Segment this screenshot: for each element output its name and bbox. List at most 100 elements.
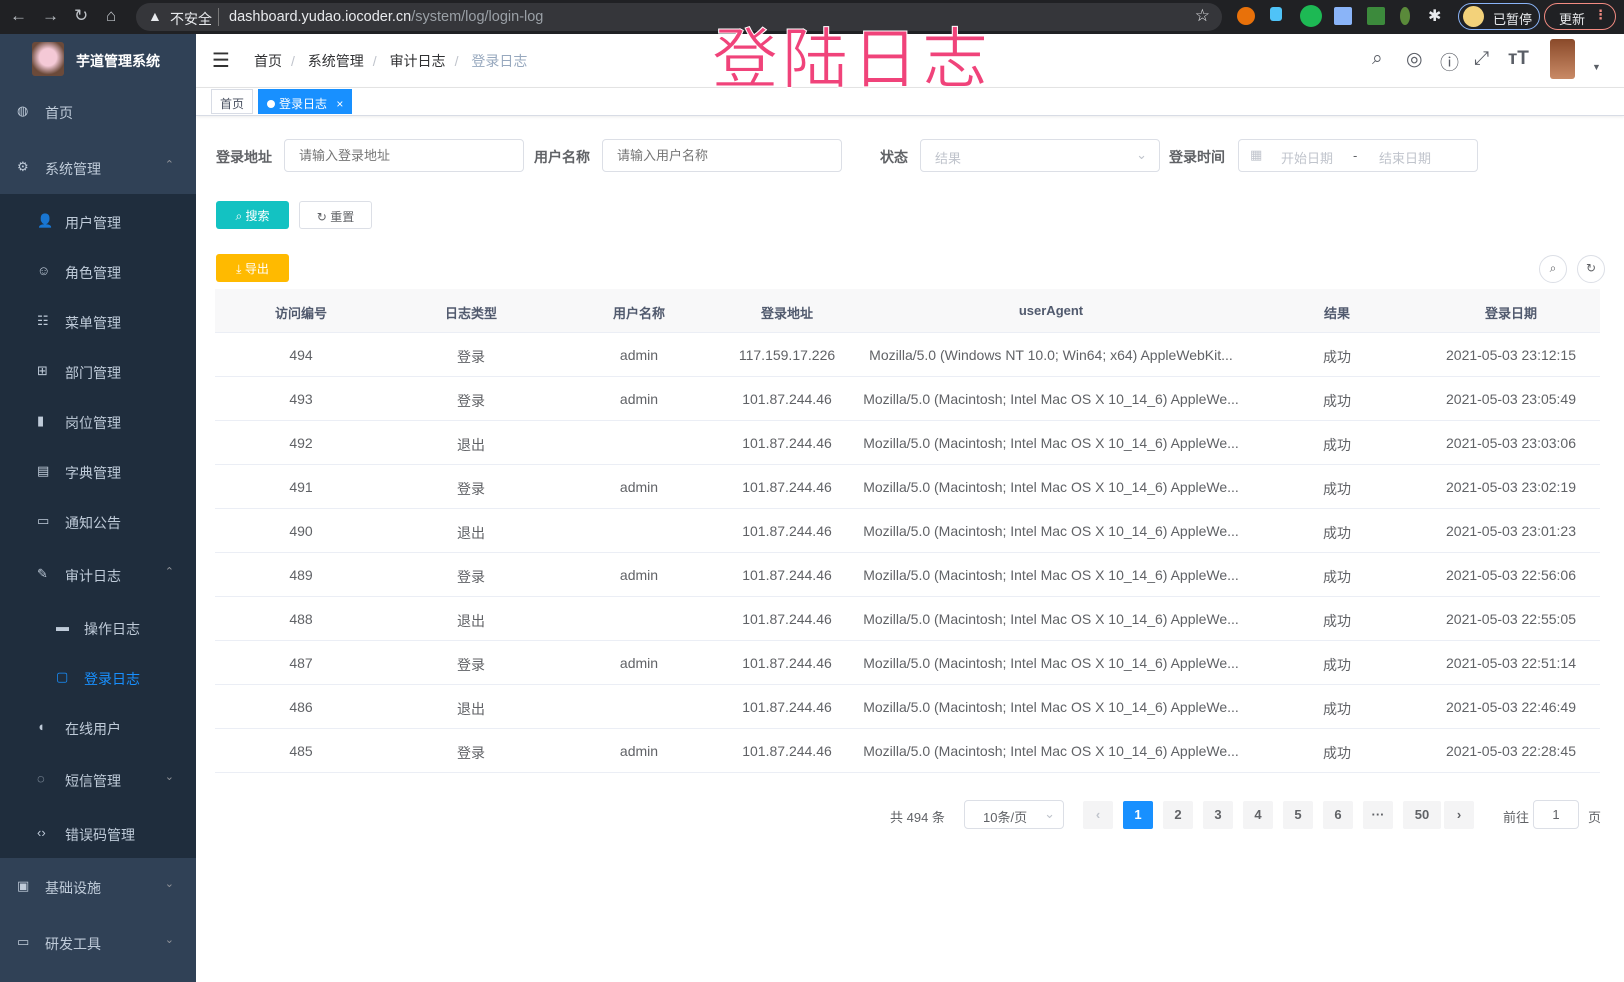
sidebar-item-2[interactable]: 👤 用户管理 <box>0 197 196 247</box>
toggle-search-icon[interactable]: ⌕ <box>1539 255 1567 283</box>
goto-page-input[interactable] <box>1533 800 1579 829</box>
table-cell: 2021-05-03 23:01:23 <box>1446 523 1576 539</box>
export-button[interactable]: ⤓ 导出 <box>216 254 289 282</box>
more-pages-button[interactable]: ··· <box>1363 801 1393 829</box>
sidebar-item-7[interactable]: ▤ 字典管理 <box>0 447 196 497</box>
search-button[interactable]: ⌕ 搜索 <box>216 201 289 229</box>
close-icon[interactable]: × <box>336 97 344 111</box>
sidebar-item-1[interactable]: ⚙ 系统管理 ⌃ <box>0 143 196 193</box>
sidebar-item-16[interactable]: ▭ 研发工具 ⌄ <box>0 918 196 968</box>
user-avatar[interactable] <box>1550 39 1575 79</box>
sidebar-item-10[interactable]: ▬ 操作日志 <box>0 603 196 653</box>
breadcrumb-item[interactable]: 系统管理 <box>307 53 364 69</box>
caret-down-icon[interactable]: ▼ <box>1592 62 1601 72</box>
diamond-extension-icon[interactable] <box>1270 7 1282 21</box>
start-date-input[interactable]: 开始日期 <box>1281 151 1334 166</box>
breadcrumb-item[interactable]: 首页 <box>254 53 282 69</box>
sidebar-item-13[interactable]: ◌ 短信管理 ⌄ <box>0 755 196 805</box>
prev-page-button[interactable]: ‹ <box>1083 801 1113 829</box>
table-cell: 成功 <box>1323 481 1351 497</box>
on-extension-icon[interactable] <box>1367 7 1385 25</box>
table-cell: admin <box>619 479 659 495</box>
table-cell: 101.87.244.46 <box>742 391 832 407</box>
sidebar-item-8[interactable]: ▭ 通知公告 <box>0 497 196 547</box>
sidebar-item-3[interactable]: ☺ 角色管理 <box>0 247 196 297</box>
help-icon[interactable]: ⓘ <box>1440 53 1460 74</box>
sidebar-item-label: 研发工具 <box>45 936 101 952</box>
sidebar-item-11[interactable]: ▢ 登录日志 <box>0 653 196 703</box>
table-cell: 493 <box>289 391 313 407</box>
url-text[interactable]: dashboard.yudao.iocoder.cn/system/log/lo… <box>229 9 543 25</box>
home-icon[interactable]: ⌂ <box>106 6 117 25</box>
leaf-extension-icon[interactable] <box>1400 7 1410 25</box>
back-icon[interactable]: ← <box>10 6 27 25</box>
sidebar-item-5[interactable]: ⊞ 部门管理 <box>0 347 196 397</box>
tree-icon: ⊞ <box>37 363 48 378</box>
table-row: 485 登录 admin 101.87.244.46 Mozilla/5.0 (Maci… <box>215 729 1600 773</box>
table-cell: admin <box>619 743 659 759</box>
table-cell: 101.87.244.46 <box>742 699 832 715</box>
sidebar-item-label: 基础设施 <box>45 880 101 896</box>
extension-icon[interactable] <box>1237 7 1255 25</box>
breadcrumb-item[interactable]: 审计日志 <box>389 53 446 69</box>
page-button[interactable]: 2 <box>1163 801 1193 829</box>
table-cell: 登录 <box>457 569 485 585</box>
sidebar-item-14[interactable]: ‹› 错误码管理 <box>0 809 196 859</box>
table-cell: 490 <box>289 523 313 539</box>
date-range-picker[interactable]: ▦ 开始日期 - 结束日期 <box>1238 139 1478 172</box>
table-cell: Mozilla/5.0 (Macintosh; Intel Mac OS X 1… <box>863 699 1239 715</box>
page-button[interactable]: 3 <box>1203 801 1233 829</box>
page-button[interactable]: 6 <box>1323 801 1353 829</box>
update-label: 更新 <box>1559 12 1586 27</box>
bookmark-star-icon[interactable]: ☆ <box>1194 6 1210 25</box>
address-bar[interactable]: ▲ 不安全 dashboard.yudao.iocoder.cn/system/… <box>136 3 1222 31</box>
page-button[interactable]: 50 <box>1403 801 1441 829</box>
table-cell: 成功 <box>1323 701 1351 717</box>
page-button[interactable]: 1 <box>1123 801 1153 829</box>
grid-extension-icon[interactable] <box>1334 7 1352 25</box>
sidebar-item-15[interactable]: ▣ 基础设施 ⌄ <box>0 862 196 912</box>
tag-current[interactable]: 登录日志 × <box>258 89 353 114</box>
page-size-select[interactable]: 10条/页 ⌄ <box>964 800 1064 829</box>
table-cell: 退出 <box>457 613 485 629</box>
font-size-icon[interactable]: тT <box>1508 48 1529 69</box>
profile-button[interactable]: 已暂停 <box>1458 3 1540 30</box>
table-cell: Mozilla/5.0 (Windows NT 10.0; Win64; x64… <box>869 347 1233 363</box>
sidebar-item-6[interactable]: ▮ 岗位管理 <box>0 397 196 447</box>
next-page-button[interactable]: › <box>1444 801 1474 829</box>
post-icon: ▮ <box>37 413 45 428</box>
app-title: 芋道管理系统 <box>76 53 160 69</box>
app-logo[interactable]: 芋道管理系统 <box>0 34 196 88</box>
sidebar-item-0[interactable]: ◍ 首页 <box>0 87 196 137</box>
username-input[interactable] <box>602 139 842 172</box>
chevron-down-icon: ⌄ <box>1136 147 1147 162</box>
search-icon[interactable]: ⌕ <box>1372 48 1383 69</box>
puzzle-icon[interactable]: ✱ <box>1428 8 1442 25</box>
tag-home[interactable]: 首页 <box>211 89 254 114</box>
reset-button[interactable]: ↻ 重置 <box>299 201 372 229</box>
fullscreen-icon[interactable]: ⤢ <box>1474 48 1490 69</box>
sidebar-item-9[interactable]: ✎ 审计日志 ⌃ <box>0 550 196 600</box>
table-cell: 成功 <box>1323 349 1351 365</box>
ip-input[interactable] <box>284 139 524 172</box>
sidebar-item-label: 操作日志 <box>84 621 140 637</box>
table-cell: Mozilla/5.0 (Macintosh; Intel Mac OS X 1… <box>863 743 1239 759</box>
end-date-input[interactable]: 结束日期 <box>1379 151 1432 166</box>
update-button[interactable]: 更新 ⋮ <box>1544 3 1616 30</box>
hamburger-icon[interactable]: ☰ <box>212 50 230 72</box>
sidebar-item-4[interactable]: ☷ 菜单管理 <box>0 297 196 347</box>
page-button[interactable]: 5 <box>1283 801 1313 829</box>
dict-icon: ▤ <box>37 463 50 478</box>
status-select[interactable]: 结果 ⌄ <box>920 139 1160 172</box>
sidebar-item-label: 角色管理 <box>65 265 121 281</box>
sidebar-item-12[interactable]: ◖ 在线用户 <box>0 703 196 753</box>
reload-icon[interactable]: ↻ <box>74 6 89 25</box>
y-extension-icon[interactable] <box>1300 5 1322 27</box>
refresh-table-icon[interactable]: ↻ <box>1577 255 1605 283</box>
sidebar-item-label: 菜单管理 <box>65 315 121 331</box>
peoples-icon: ☺ <box>37 263 51 278</box>
table-cell: 成功 <box>1323 525 1351 541</box>
page-button[interactable]: 4 <box>1243 801 1273 829</box>
github-icon[interactable]: ◎ <box>1406 49 1423 70</box>
forward-icon[interactable]: → <box>42 6 59 25</box>
